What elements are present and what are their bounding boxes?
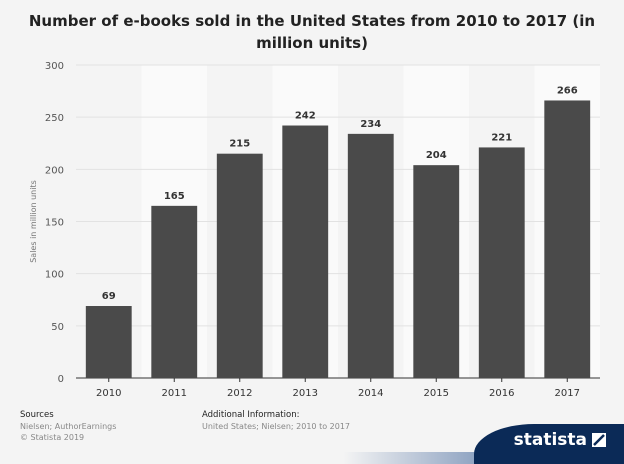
additional-info-line: United States; Nielsen; 2010 to 2017	[202, 422, 350, 431]
data-label: 234	[360, 119, 381, 130]
y-tick-label: 150	[45, 218, 64, 229]
x-tick-label: 2017	[555, 388, 580, 399]
y-tick-label: 0	[58, 374, 64, 385]
y-tick-label: 300	[45, 61, 64, 72]
x-tick-label: 2012	[227, 388, 252, 399]
data-label: 266	[557, 85, 578, 96]
data-label: 242	[295, 111, 316, 122]
bar	[282, 125, 329, 378]
bar-chart: 0 50 100 150 200 250 300 69 2010 165 2011 215 2012 24…	[29, 61, 600, 399]
y-tick-label: 200	[45, 165, 64, 176]
bar	[85, 306, 132, 378]
bar	[347, 133, 394, 378]
sources-line-2: © Statista 2019	[20, 433, 85, 442]
chart-title: Number of e-books sold in the United Sta…	[28, 12, 596, 52]
bar	[413, 165, 460, 378]
sources-block: Sources Nielsen; AuthorEarnings © Statis…	[20, 410, 116, 443]
bar	[478, 147, 525, 378]
bar	[216, 153, 263, 378]
x-tick-label: 2016	[489, 388, 514, 399]
x-tick-label: 2015	[424, 388, 449, 399]
y-tick-label: 250	[45, 113, 64, 124]
y-tick-label: 50	[51, 322, 64, 333]
statista-logo-icon	[592, 433, 606, 447]
brand-band	[0, 452, 624, 464]
sources-line-1: Nielsen; AuthorEarnings	[20, 422, 117, 431]
bar	[544, 100, 591, 379]
data-label: 221	[491, 132, 512, 143]
x-tick-label: 2010	[96, 388, 121, 399]
additional-info-heading: Additional Information:	[202, 410, 300, 420]
x-tick-label: 2013	[293, 388, 318, 399]
statista-logo[interactable]: statista	[514, 430, 606, 450]
data-label: 69	[102, 291, 116, 302]
additional-info-block: Additional Information: United States; N…	[202, 410, 350, 432]
x-tick-label: 2011	[162, 388, 187, 399]
bar	[151, 205, 198, 378]
brand-name: statista	[513, 430, 587, 450]
x-tick-label: 2014	[358, 388, 383, 399]
sources-heading: Sources	[20, 410, 54, 420]
y-axis-label: Sales in million units	[29, 180, 38, 263]
y-tick-label: 100	[45, 270, 64, 281]
data-label: 204	[426, 150, 447, 161]
data-label: 215	[229, 139, 250, 150]
data-label: 165	[164, 191, 185, 202]
